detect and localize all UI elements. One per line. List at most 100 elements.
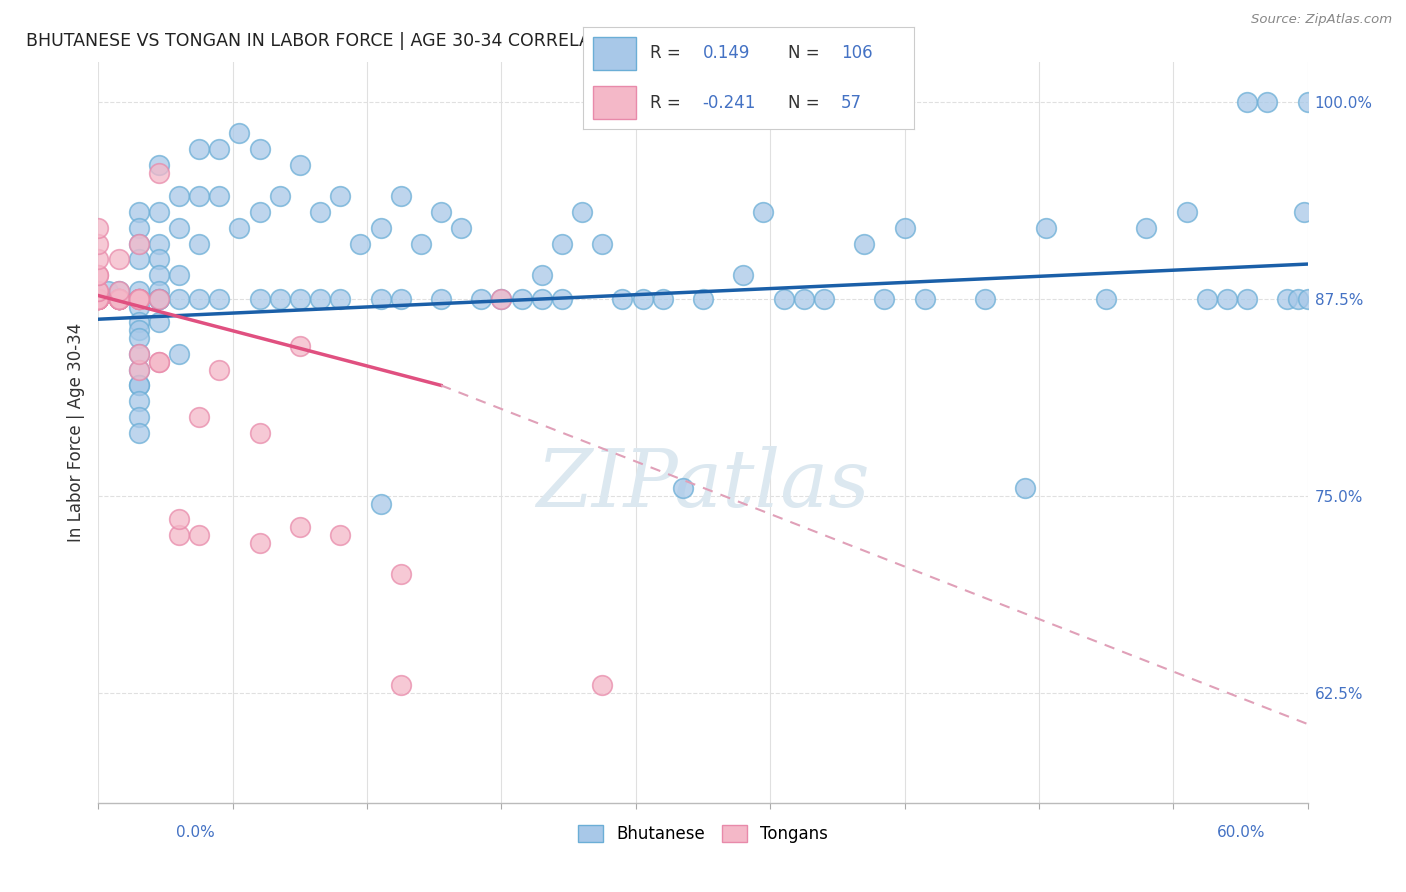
Point <box>269 292 291 306</box>
FancyBboxPatch shape <box>593 87 637 119</box>
Point <box>128 425 150 440</box>
Point <box>329 528 352 542</box>
Point <box>128 394 150 409</box>
Point <box>1035 220 1057 235</box>
Point <box>288 292 311 306</box>
Point <box>148 292 170 306</box>
Point <box>107 292 129 306</box>
Point <box>692 292 714 306</box>
Point <box>87 292 110 306</box>
Point <box>128 347 150 361</box>
Point <box>370 292 392 306</box>
Point <box>87 252 110 267</box>
Point <box>107 292 129 306</box>
Point <box>87 236 110 251</box>
Point <box>249 536 271 550</box>
Point <box>228 126 250 140</box>
Point <box>914 292 936 306</box>
Point <box>510 292 533 306</box>
Point <box>1095 292 1118 306</box>
Point <box>208 362 231 376</box>
Point <box>128 409 150 424</box>
Point <box>128 315 150 329</box>
Point <box>1175 205 1198 219</box>
Point <box>591 678 613 692</box>
Point <box>128 205 150 219</box>
Point <box>389 678 412 692</box>
Point <box>97 284 120 298</box>
Point <box>107 284 129 298</box>
Point <box>128 284 150 298</box>
Point <box>107 292 129 306</box>
Point <box>107 292 129 306</box>
Point <box>107 292 129 306</box>
Point <box>128 292 150 306</box>
Point <box>853 236 876 251</box>
Point <box>269 189 291 203</box>
Point <box>128 292 150 306</box>
Point <box>87 292 110 306</box>
Point <box>288 158 311 172</box>
Point <box>1195 292 1218 306</box>
Point <box>107 292 129 306</box>
Point <box>148 292 170 306</box>
Point <box>128 292 150 306</box>
Point <box>87 292 110 306</box>
Point <box>148 292 170 306</box>
Point <box>128 292 150 306</box>
Point <box>128 220 150 235</box>
Point <box>107 292 129 306</box>
Point <box>329 189 352 203</box>
Text: ZIPatlas: ZIPatlas <box>536 446 870 524</box>
Text: R =: R = <box>650 45 681 62</box>
Point <box>148 355 170 369</box>
Point <box>612 292 634 306</box>
Point <box>107 292 129 306</box>
Point <box>772 292 794 306</box>
Point <box>491 292 513 306</box>
Point <box>249 292 271 306</box>
Point <box>107 292 129 306</box>
Point <box>128 378 150 392</box>
Point <box>148 268 170 282</box>
Point <box>672 481 695 495</box>
Point <box>309 292 332 306</box>
Point <box>551 236 574 251</box>
Point <box>167 347 190 361</box>
Point <box>530 268 553 282</box>
Point <box>148 205 170 219</box>
Point <box>107 284 129 298</box>
Point <box>167 512 190 526</box>
Point <box>87 292 110 306</box>
Point <box>167 189 190 203</box>
Point <box>188 292 211 306</box>
Point <box>128 362 150 376</box>
Text: Source: ZipAtlas.com: Source: ZipAtlas.com <box>1251 13 1392 27</box>
Point <box>1014 481 1036 495</box>
Point <box>389 189 412 203</box>
FancyBboxPatch shape <box>593 37 637 70</box>
Point <box>329 292 352 306</box>
Point <box>1286 292 1309 306</box>
Point <box>370 496 392 510</box>
Point <box>491 292 513 306</box>
Point <box>128 378 150 392</box>
Point <box>1256 95 1278 109</box>
Text: BHUTANESE VS TONGAN IN LABOR FORCE | AGE 30-34 CORRELATION CHART: BHUTANESE VS TONGAN IN LABOR FORCE | AGE… <box>25 32 696 50</box>
Point <box>87 292 110 306</box>
Text: 57: 57 <box>841 94 862 112</box>
Point <box>249 142 271 156</box>
Point <box>631 292 654 306</box>
Point <box>1277 292 1299 306</box>
Point <box>107 292 129 306</box>
Point <box>188 189 211 203</box>
Point <box>148 284 170 298</box>
Point <box>87 292 110 306</box>
Y-axis label: In Labor Force | Age 30-34: In Labor Force | Age 30-34 <box>66 323 84 542</box>
Point <box>1236 292 1258 306</box>
Point <box>813 292 835 306</box>
Point <box>87 292 110 306</box>
Point <box>167 292 190 306</box>
Text: 0.0%: 0.0% <box>176 825 215 840</box>
Point <box>167 528 190 542</box>
